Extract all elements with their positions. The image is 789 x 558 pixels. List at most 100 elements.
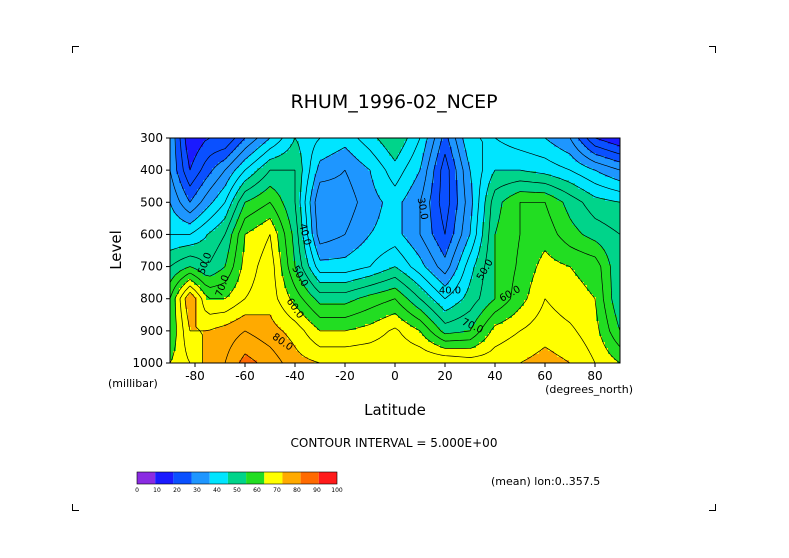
field-cell — [299, 141, 381, 145]
field-cell — [443, 330, 465, 334]
field-cell — [185, 267, 195, 271]
field-cell — [611, 297, 620, 301]
field-cell — [488, 186, 579, 190]
field-cell — [278, 231, 294, 235]
field-cell — [188, 165, 192, 169]
field-cell — [170, 291, 180, 295]
field-cell — [170, 234, 207, 238]
contour-line — [170, 218, 620, 363]
field-cell — [473, 210, 486, 214]
field-cell — [431, 270, 456, 274]
field-cell — [614, 357, 620, 361]
field-cell — [200, 147, 237, 151]
field-cell — [452, 306, 486, 310]
field-cell — [278, 249, 294, 253]
colorbar: 0 10 20 30 40 50 60 70 80 90 100 — [135, 471, 343, 494]
field-cell — [227, 210, 243, 214]
field-cell — [293, 303, 414, 307]
field-cell — [242, 261, 282, 265]
contour-line — [170, 138, 620, 312]
x-tick-label: -40 — [285, 369, 305, 383]
field-cell — [170, 156, 177, 160]
field-cell — [494, 252, 543, 256]
field-cell — [542, 255, 552, 259]
field-cell — [308, 318, 381, 322]
field-cell — [488, 183, 576, 187]
field-cell — [170, 258, 228, 262]
field-cell — [185, 303, 198, 307]
field-cell — [614, 306, 620, 310]
x-tick-label: 0 — [391, 369, 399, 383]
field-cell — [170, 240, 201, 244]
field-cell — [299, 147, 345, 151]
field-cell — [191, 222, 222, 226]
colorbar-tick-label: 90 — [313, 487, 321, 494]
field-cell — [188, 195, 195, 199]
field-cell — [311, 207, 381, 211]
x-tick-label: -80 — [185, 369, 205, 383]
field-cell — [293, 243, 306, 247]
field-cell — [422, 153, 438, 157]
field-cell — [278, 234, 294, 238]
field-cell — [464, 147, 561, 151]
field-cell — [347, 255, 420, 259]
field-cell — [416, 252, 444, 256]
field-cell — [308, 288, 390, 292]
field-cell — [242, 210, 288, 214]
field-cell — [416, 249, 441, 253]
field-cell — [206, 294, 231, 298]
field-cell — [233, 288, 288, 292]
field-cell — [317, 279, 354, 283]
field-cell — [185, 282, 195, 286]
field-cell — [206, 138, 246, 142]
field-cell — [563, 201, 620, 205]
field-cell — [242, 255, 282, 259]
field-cell — [170, 222, 189, 226]
field-cell — [437, 243, 450, 247]
field-cell — [587, 165, 620, 169]
field-cell — [170, 255, 228, 259]
field-cell — [188, 321, 198, 325]
field-cell — [302, 210, 312, 214]
field-cell — [527, 297, 597, 301]
field-cell — [413, 246, 441, 250]
field-cell — [470, 162, 582, 166]
field-cell — [590, 192, 620, 196]
field-cell — [170, 207, 174, 211]
field-cell — [170, 141, 177, 145]
field-cell — [242, 315, 273, 319]
field-cell — [431, 186, 459, 190]
field-cell — [176, 348, 204, 352]
field-cell — [305, 285, 420, 289]
field-cell — [494, 282, 531, 286]
field-cell — [182, 183, 204, 187]
field-cell — [482, 309, 519, 313]
field-cell — [407, 240, 438, 244]
field-cell — [533, 279, 582, 283]
field-cell — [170, 183, 183, 187]
field-cell — [377, 138, 408, 142]
field-cell — [362, 243, 411, 247]
field-cell — [368, 168, 420, 172]
field-cell — [302, 282, 417, 286]
field-cell — [506, 318, 597, 322]
field-cell — [173, 276, 240, 280]
field-cell — [176, 336, 204, 340]
field-cell — [494, 270, 537, 274]
field-cell — [239, 360, 258, 363]
field-cell — [170, 312, 177, 316]
field-cell — [440, 144, 450, 148]
field-cell — [314, 177, 372, 181]
field-cell — [407, 192, 432, 196]
field-cell — [290, 225, 303, 229]
field-cell — [434, 342, 480, 346]
field-cell — [245, 246, 279, 250]
field-cell — [287, 333, 423, 337]
field-cell — [458, 186, 474, 190]
field-cell — [206, 234, 231, 238]
field-cell — [458, 195, 474, 199]
field-cell — [503, 204, 564, 208]
field-cell — [227, 180, 246, 184]
field-cell — [176, 273, 204, 277]
field-cell — [494, 297, 528, 301]
